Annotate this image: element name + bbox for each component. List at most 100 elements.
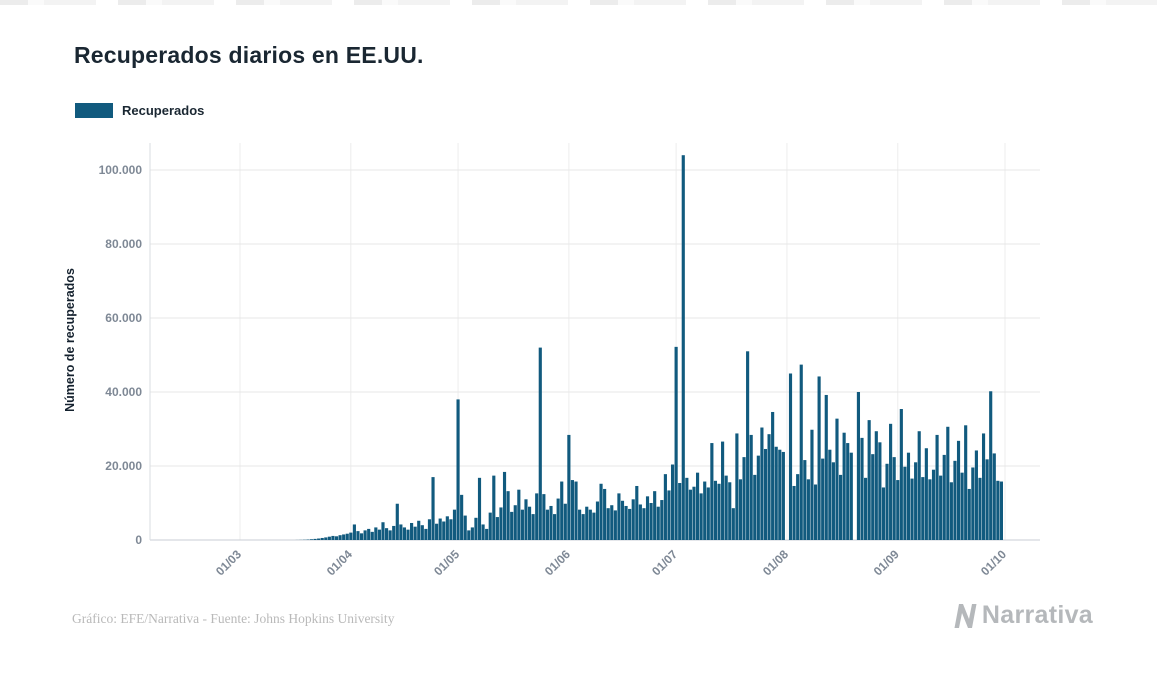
bar[interactable] xyxy=(313,538,317,540)
bar[interactable] xyxy=(821,458,825,540)
bar[interactable] xyxy=(917,431,921,540)
bar[interactable] xyxy=(835,418,839,540)
bar[interactable] xyxy=(946,426,950,540)
bar[interactable] xyxy=(667,490,671,540)
bar[interactable] xyxy=(806,479,810,540)
bar[interactable] xyxy=(753,474,757,540)
bar[interactable] xyxy=(867,420,871,540)
bar[interactable] xyxy=(846,443,850,540)
bar[interactable] xyxy=(903,466,907,540)
bar[interactable] xyxy=(456,399,460,540)
bar[interactable] xyxy=(431,477,435,540)
bar[interactable] xyxy=(828,449,832,540)
bar[interactable] xyxy=(352,524,356,540)
bar[interactable] xyxy=(774,446,778,540)
bar[interactable] xyxy=(356,531,360,540)
bar[interactable] xyxy=(695,472,700,540)
bar[interactable] xyxy=(470,527,474,540)
bar[interactable] xyxy=(317,538,321,540)
bar[interactable] xyxy=(906,452,911,540)
bar[interactable] xyxy=(985,459,989,540)
bar[interactable] xyxy=(638,504,642,540)
bar[interactable] xyxy=(756,455,760,540)
bar[interactable] xyxy=(520,509,524,540)
bar[interactable] xyxy=(599,483,603,540)
bar[interactable] xyxy=(896,480,900,540)
bar[interactable] xyxy=(860,437,864,540)
bar[interactable] xyxy=(760,427,764,540)
bar[interactable] xyxy=(721,441,725,540)
bar[interactable] xyxy=(914,462,918,540)
bar[interactable] xyxy=(445,516,449,540)
bar[interactable] xyxy=(746,351,750,540)
bar[interactable] xyxy=(717,483,721,540)
bar[interactable] xyxy=(492,475,496,540)
bar[interactable] xyxy=(553,514,557,540)
bar[interactable] xyxy=(581,514,585,540)
bar[interactable] xyxy=(864,477,868,540)
bar[interactable] xyxy=(874,431,878,540)
bar[interactable] xyxy=(499,507,503,540)
bar[interactable] xyxy=(678,483,682,540)
bar[interactable] xyxy=(574,481,578,540)
bar[interactable] xyxy=(899,409,903,540)
legend[interactable]: Recuperados xyxy=(75,103,204,118)
bar[interactable] xyxy=(374,527,378,540)
bar[interactable] xyxy=(653,491,657,540)
bar[interactable] xyxy=(924,448,928,540)
bar[interactable] xyxy=(460,494,464,540)
bar[interactable] xyxy=(949,482,953,540)
bar[interactable] xyxy=(956,440,961,540)
bar[interactable] xyxy=(978,477,982,540)
bar[interactable] xyxy=(871,454,875,540)
bar[interactable] xyxy=(420,525,424,540)
bar[interactable] xyxy=(320,537,324,540)
bar[interactable] xyxy=(570,480,575,540)
bar[interactable] xyxy=(810,429,814,540)
bar[interactable] xyxy=(631,499,635,540)
bar[interactable] xyxy=(474,517,478,540)
bar[interactable] xyxy=(410,522,414,540)
bar[interactable] xyxy=(692,486,696,540)
bar[interactable] xyxy=(392,525,396,540)
bar[interactable] xyxy=(771,411,775,540)
bar[interactable] xyxy=(792,485,796,540)
bar[interactable] xyxy=(463,515,467,540)
bar[interactable] xyxy=(517,489,521,540)
bar[interactable] xyxy=(538,347,542,540)
bar[interactable] xyxy=(706,487,710,540)
bar[interactable] xyxy=(338,535,342,540)
bar[interactable] xyxy=(613,510,617,540)
bar[interactable] xyxy=(331,535,335,540)
bar[interactable] xyxy=(974,450,978,540)
bar[interactable] xyxy=(989,391,993,540)
bar[interactable] xyxy=(556,498,560,540)
bar[interactable] xyxy=(406,529,410,540)
bar[interactable] xyxy=(824,394,828,540)
bar[interactable] xyxy=(628,508,632,540)
bar[interactable] xyxy=(928,479,932,540)
bar[interactable] xyxy=(763,448,768,540)
bar[interactable] xyxy=(485,528,489,540)
bar[interactable] xyxy=(610,505,614,540)
bar[interactable] xyxy=(856,392,861,540)
bar[interactable] xyxy=(738,479,743,540)
bar[interactable] xyxy=(588,509,592,540)
bar[interactable] xyxy=(435,523,439,540)
bar[interactable] xyxy=(488,512,492,540)
bar[interactable] xyxy=(910,478,914,540)
bar[interactable] xyxy=(656,506,660,540)
bar[interactable] xyxy=(495,517,499,540)
bar[interactable] xyxy=(592,512,596,540)
bar[interactable] xyxy=(645,496,650,540)
bar[interactable] xyxy=(803,460,807,540)
bar[interactable] xyxy=(971,467,975,540)
bar[interactable] xyxy=(449,519,453,540)
bar[interactable] xyxy=(889,423,893,540)
bar[interactable] xyxy=(996,480,1000,540)
bar[interactable] xyxy=(438,518,442,540)
bar[interactable] xyxy=(767,434,771,540)
bar[interactable] xyxy=(334,536,339,540)
bar[interactable] xyxy=(749,434,753,540)
bar[interactable] xyxy=(964,425,968,540)
